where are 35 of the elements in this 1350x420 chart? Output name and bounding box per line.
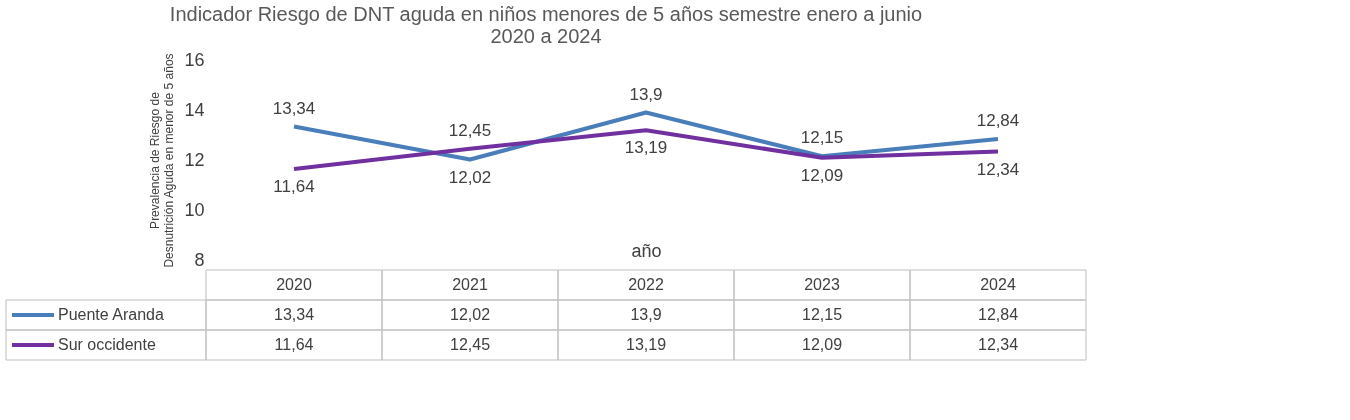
- x-tick-label: 2024: [980, 276, 1016, 293]
- data-label: 12,09: [801, 336, 843, 353]
- data-label: 13,34: [273, 306, 315, 323]
- text: 12,02: [448, 167, 492, 187]
- y-tick-label: 12: [184, 149, 205, 170]
- x-tick-label: 2021: [452, 276, 488, 293]
- y-tick-label: 10: [184, 199, 205, 220]
- x-tick-label: 2020: [276, 276, 312, 293]
- text: 12,45: [448, 120, 492, 140]
- text: 11,64: [273, 177, 315, 196]
- text: 13,9: [629, 84, 663, 104]
- data-label: 13,9: [630, 306, 662, 323]
- y-axis-title: Prevalencia de Riesgo de Desnutrición Aguda en menor de 5 años: [148, 53, 177, 268]
- data-label: 12,02: [449, 306, 491, 323]
- data-label: 11,64: [274, 336, 314, 353]
- chart-title: Indicador Riesgo de DNT aguda en niños menores de 5 años semestre enero a junio 2020 a 2024: [169, 3, 923, 47]
- data-label: 12,84: [977, 306, 1019, 323]
- data-label: 13,19: [625, 336, 667, 353]
- text: 13,19: [624, 138, 668, 158]
- text: 12,09: [800, 165, 844, 185]
- text: 12,84: [976, 111, 1020, 130]
- y-tick-label: 16: [184, 49, 205, 70]
- x-tick-label: 2023: [804, 276, 840, 293]
- text: 12,34: [976, 159, 1020, 179]
- y-tick-label: 8: [194, 249, 205, 270]
- data-label: 12,34: [977, 336, 1019, 353]
- legend-label: Puente Aranda: [58, 306, 164, 323]
- x-tick-label: 2022: [628, 276, 664, 293]
- y-tick-label: 14: [184, 99, 205, 120]
- data-label: 12,15: [801, 306, 843, 323]
- data-label: 12,45: [449, 336, 491, 353]
- legend-label: Sur occidente: [58, 336, 156, 353]
- x-axis-title: año: [631, 240, 662, 261]
- text: 13,34: [272, 98, 316, 118]
- text: 12,15: [800, 128, 844, 148]
